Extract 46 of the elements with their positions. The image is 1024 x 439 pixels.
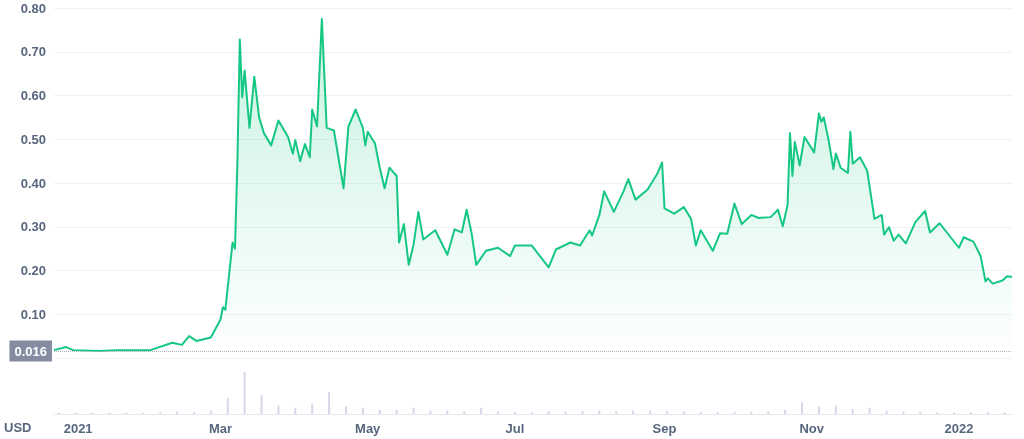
bar bbox=[176, 411, 179, 414]
y-tick-label: 0.60 bbox=[20, 88, 46, 103]
bar bbox=[615, 411, 618, 414]
bar bbox=[986, 411, 989, 414]
bar bbox=[834, 405, 837, 414]
x-tick-label: Nov bbox=[799, 421, 825, 436]
bar bbox=[513, 411, 516, 414]
bar bbox=[277, 405, 280, 414]
bar bbox=[243, 372, 246, 414]
y-tick-label: 0.50 bbox=[20, 131, 46, 147]
bar bbox=[530, 411, 533, 414]
bar bbox=[192, 411, 195, 414]
x-tick-label: Mar bbox=[208, 421, 233, 436]
x-tick-label: May bbox=[355, 421, 382, 436]
y-tick-label: 0.80 bbox=[20, 0, 46, 16]
bar bbox=[395, 409, 398, 414]
bar bbox=[226, 398, 229, 414]
bar bbox=[682, 411, 685, 414]
bar bbox=[497, 411, 500, 414]
bar bbox=[851, 408, 854, 414]
bar bbox=[817, 406, 820, 414]
bar bbox=[480, 407, 483, 414]
bar bbox=[328, 392, 331, 414]
bar bbox=[361, 407, 364, 414]
bar bbox=[378, 409, 381, 414]
y-axis-title: USD bbox=[4, 420, 32, 435]
y-tick-label: 0.70 bbox=[20, 44, 46, 60]
y-tick-label: 0.10 bbox=[20, 306, 46, 322]
x-tick-label: 2022 bbox=[944, 421, 974, 436]
x-tick-label: Jul bbox=[505, 421, 525, 436]
x-tick-label: Sep bbox=[652, 421, 677, 436]
bar bbox=[260, 395, 263, 414]
bar bbox=[665, 411, 668, 414]
bar bbox=[311, 403, 314, 414]
bar bbox=[412, 407, 415, 414]
bar bbox=[801, 402, 804, 414]
bar bbox=[868, 407, 871, 414]
bar bbox=[344, 406, 347, 414]
bar bbox=[294, 407, 297, 414]
y-tick-label: 0.40 bbox=[20, 175, 46, 191]
bar bbox=[784, 409, 787, 414]
bar bbox=[463, 411, 466, 414]
ref-line-label: 0.016 bbox=[14, 343, 47, 359]
x-tick-label: 2021 bbox=[63, 421, 93, 436]
y-tick-label: 0.30 bbox=[20, 219, 46, 235]
y-tick-label: 0.20 bbox=[20, 263, 46, 278]
